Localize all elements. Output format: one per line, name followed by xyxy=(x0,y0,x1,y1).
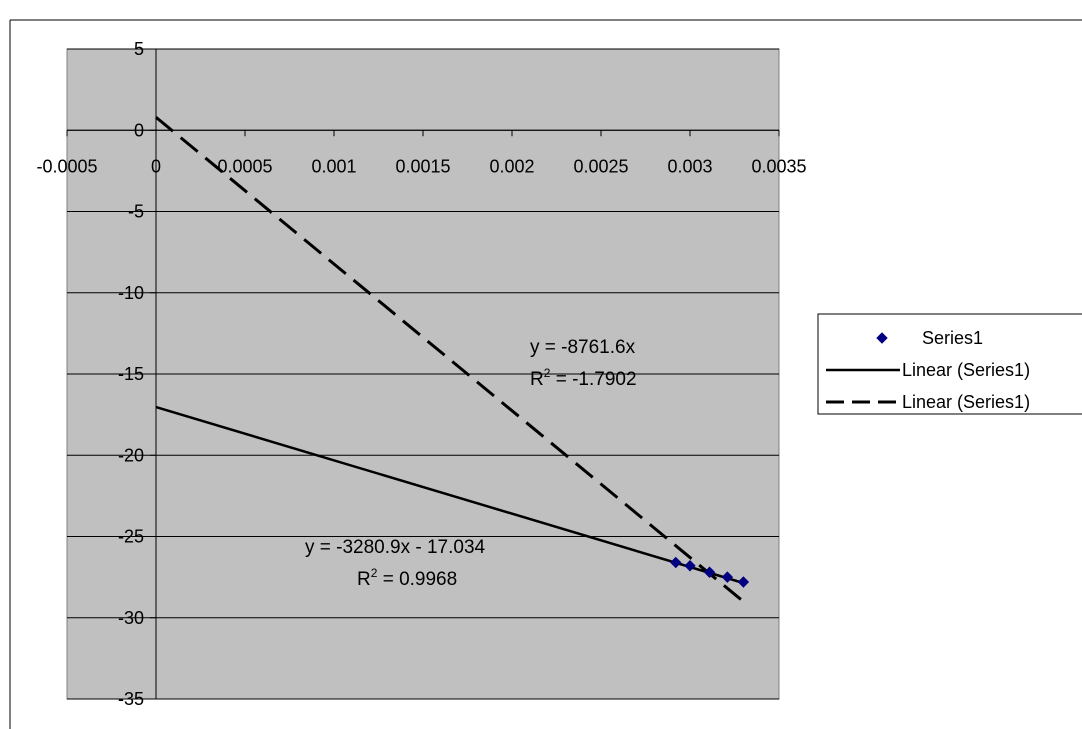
data-point xyxy=(737,576,750,588)
y-tick-label-7: -30 xyxy=(118,608,144,628)
x-tick-label-3: 0.001 xyxy=(311,156,356,176)
legend-label-series1: Series1 xyxy=(922,328,983,348)
y-tick-label-2: -5 xyxy=(128,202,144,222)
y-tick-label-0: 5 xyxy=(134,39,144,59)
legend-box xyxy=(817,313,1082,415)
y-axis-ticks: 5 0 -5 -10 -15 -20 -25 -30 -35 xyxy=(118,39,156,709)
solid-trendline-annotation: y = -3280.9x - 17.034 R2 = 0.9968 xyxy=(305,537,486,590)
y-tick-label-8: -35 xyxy=(118,689,144,709)
data-point xyxy=(703,566,716,578)
x-tick-label-7: 0.003 xyxy=(667,156,712,176)
x-tick-label-6: 0.0025 xyxy=(573,156,628,176)
data-points xyxy=(670,556,750,588)
x-axis-ticks: -0.0005 0 0.0005 0.001 0.0015 0.002 0.0025 0.00… xyxy=(36,130,807,176)
x-tick-label-1: 0 xyxy=(151,156,161,176)
trendlines xyxy=(155,116,745,603)
y-tick-label-3: -10 xyxy=(118,283,144,303)
x-tick-label-5: 0.002 xyxy=(489,156,534,176)
y-tick-label-6: -25 xyxy=(118,527,144,547)
dashed-trendline-annotation: y = -8761.6x R2 = -1.7902 xyxy=(530,337,637,390)
legend-label-linear-solid: Linear (Series1) xyxy=(902,360,1030,380)
legend: Series1 Linear (Series1) Linear (Series1… xyxy=(817,313,1082,415)
x-tick-label-0: -0.0005 xyxy=(36,156,97,176)
legend-marker-series1 xyxy=(876,332,888,344)
solid-trendline-equation: y = -3280.9x - 17.034 xyxy=(305,537,486,558)
y-tick-label-5: -20 xyxy=(118,445,144,465)
solid-trendline-r2: R2 = 0.9968 xyxy=(357,566,457,590)
trendline-solid xyxy=(155,405,744,585)
x-tick-label-2: 0.0005 xyxy=(217,156,272,176)
data-point xyxy=(721,571,734,583)
dashed-trendline-r2: R2 = -1.7902 xyxy=(530,366,637,390)
gridlines xyxy=(67,48,779,700)
y-tick-label-4: -15 xyxy=(118,364,144,384)
x-tick-label-4: 0.0015 xyxy=(395,156,450,176)
data-point xyxy=(684,560,696,572)
data-point xyxy=(670,556,682,569)
dashed-trendline-equation: y = -8761.6x xyxy=(530,337,636,358)
y-tick-label-1: 0 xyxy=(134,120,144,140)
legend-label-linear-dashed: Linear (Series1) xyxy=(902,392,1030,412)
x-tick-label-8: 0.0035 xyxy=(751,156,806,176)
